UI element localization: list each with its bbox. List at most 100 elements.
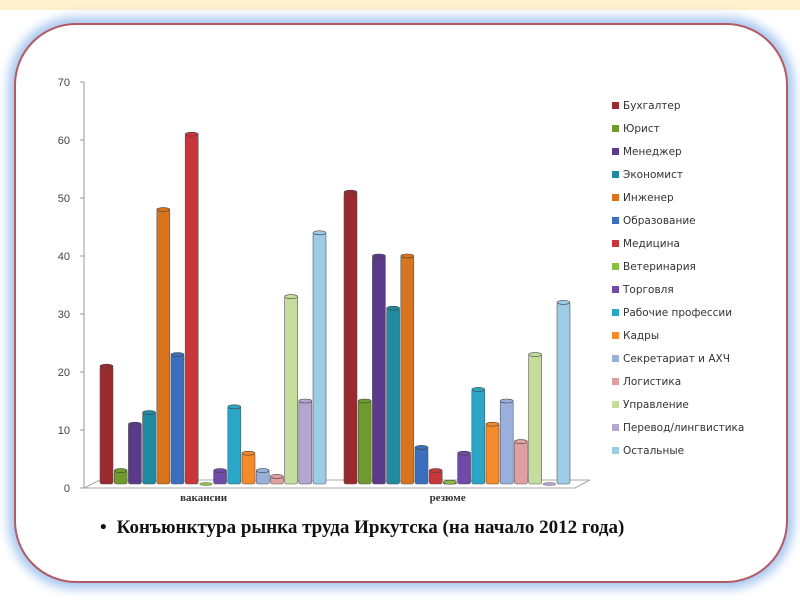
bar-top <box>343 189 358 195</box>
bar <box>184 133 199 485</box>
legend-label: Образование <box>623 215 696 227</box>
legend-swatch <box>612 286 619 293</box>
y-tick-label: 20 <box>58 367 70 379</box>
bar <box>357 400 372 485</box>
legend-label: Кадры <box>623 330 659 342</box>
bar-top <box>184 131 199 137</box>
bar-top <box>227 404 242 410</box>
bar <box>312 232 327 485</box>
bar <box>99 365 114 485</box>
bar <box>386 307 400 485</box>
legend-label: Торговля <box>622 284 674 296</box>
bar <box>343 191 358 485</box>
bar-top <box>298 398 313 404</box>
legend-label: Медицина <box>623 238 680 250</box>
bar <box>142 412 156 485</box>
bar-top <box>556 300 571 305</box>
bar-top <box>241 450 256 456</box>
bar-top <box>457 450 471 456</box>
category-label: резюме <box>430 492 466 504</box>
legend-label: Ветеринария <box>623 261 696 273</box>
y-tick-label: 40 <box>58 251 70 263</box>
legend-label: Рабочие профессии <box>623 307 732 319</box>
bar-top <box>284 294 298 299</box>
bar <box>400 255 415 485</box>
bar-top <box>357 398 372 404</box>
legend-swatch <box>612 148 619 155</box>
bar <box>128 423 142 485</box>
bar <box>528 354 542 485</box>
legend-label: Секретариат и АХЧ <box>623 353 730 365</box>
legend-label: Инженер <box>623 192 674 204</box>
bar-top <box>213 468 227 473</box>
bar-top <box>386 305 400 311</box>
legend-label: Остальные <box>623 445 684 457</box>
legend-label: Перевод/лингвистика <box>623 422 744 434</box>
bar-top <box>499 398 514 404</box>
legend-swatch <box>612 125 619 132</box>
bar-top <box>142 410 156 415</box>
legend-swatch <box>612 378 619 385</box>
bar-top <box>170 352 185 357</box>
bar-top <box>414 445 429 450</box>
y-tick-label: 10 <box>58 425 70 437</box>
bar <box>514 441 528 485</box>
bar-top <box>471 387 486 392</box>
x-axis-floor <box>83 479 591 489</box>
bar <box>542 482 557 486</box>
bar-top <box>400 253 415 259</box>
legend-swatch <box>612 263 619 270</box>
bar <box>298 400 313 485</box>
bar-top <box>128 421 142 427</box>
bar-top <box>113 468 128 473</box>
legend-label: Бухгалтер <box>623 100 681 112</box>
y-tick-label: 70 <box>58 77 70 89</box>
caption-text: Конъюнктура рынка труда Иркутска (на нач… <box>116 517 625 538</box>
bar <box>471 389 486 485</box>
legend-swatch <box>612 355 619 362</box>
legend-swatch <box>612 217 619 224</box>
legend-swatch <box>612 194 619 201</box>
bar <box>156 209 171 485</box>
legend-swatch <box>612 171 619 178</box>
legend-label: Менеджер <box>623 146 682 158</box>
bar <box>241 452 256 485</box>
y-tick-label: 50 <box>58 193 70 205</box>
bar <box>372 255 386 485</box>
legend-swatch <box>612 401 619 408</box>
legend-swatch <box>612 309 619 316</box>
slide-caption: • Конъюнктура рынка труда Иркутска (на на… <box>100 517 624 539</box>
bar-top <box>255 468 270 473</box>
legend-label: Логистика <box>623 376 681 388</box>
legend-label: Юрист <box>623 123 660 135</box>
legend-swatch <box>612 332 619 339</box>
bar <box>227 406 242 485</box>
legend-label: Управление <box>623 399 689 411</box>
legend-swatch <box>612 424 619 431</box>
bar <box>170 354 185 485</box>
bar-top <box>528 352 542 357</box>
legend-swatch <box>612 240 619 247</box>
bar <box>485 423 500 485</box>
y-tick-label: 60 <box>58 135 70 147</box>
y-tick-label: 0 <box>64 483 70 495</box>
bar-top <box>99 363 114 369</box>
bar-top <box>443 479 457 485</box>
bar-top <box>270 474 284 479</box>
bar-top <box>514 439 528 444</box>
bar <box>199 482 213 486</box>
bar <box>284 296 298 485</box>
legend-swatch <box>612 447 619 454</box>
bar-top <box>156 207 171 212</box>
bar <box>457 452 471 485</box>
bullet-icon: • <box>100 517 107 538</box>
category-label: вакансии <box>180 492 228 504</box>
top-band <box>0 0 800 10</box>
bar-top <box>485 421 500 427</box>
legend-label: Экономист <box>623 169 683 181</box>
bar <box>414 447 429 485</box>
bar <box>499 400 514 485</box>
bar-top <box>428 468 443 473</box>
y-tick-label: 30 <box>58 309 70 321</box>
